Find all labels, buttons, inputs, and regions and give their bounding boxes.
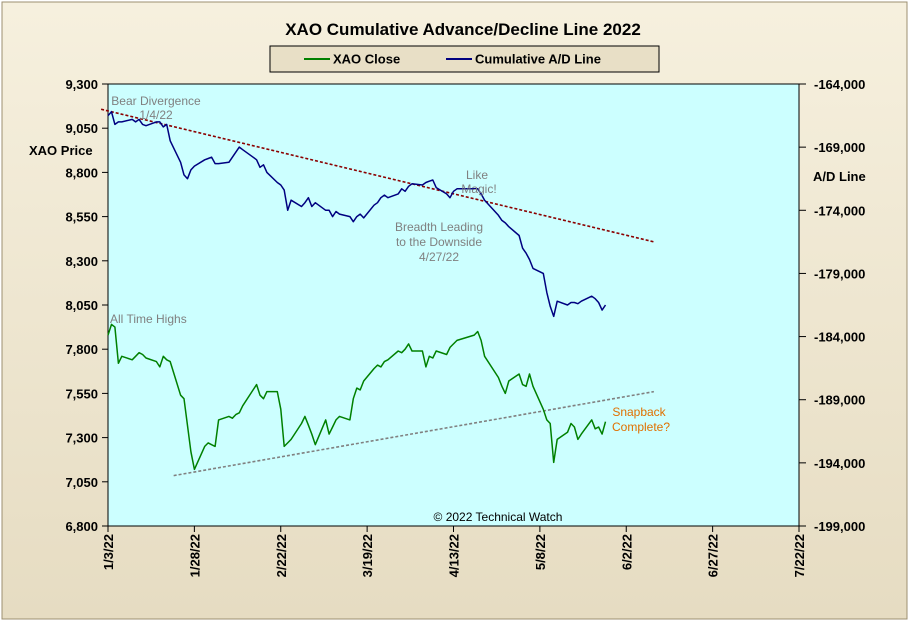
annotation-breadth-date: 4/27/22	[419, 250, 459, 264]
right-tick-label: -184,000	[814, 330, 865, 345]
annotation-breadth-leading: Breadth Leading	[395, 220, 483, 234]
right-tick-label: -199,000	[814, 519, 865, 534]
annotation-bear-divergence-date: 1/4/22	[139, 108, 173, 122]
series-lines	[107, 111, 607, 471]
annotation-magic: Magic!	[461, 182, 496, 196]
right-axis-label: A/D Line	[813, 169, 866, 184]
annotation-to-the-downside: to the Downside	[396, 235, 482, 249]
plot-area	[107, 83, 800, 527]
trendlines	[100, 108, 655, 477]
chart-title: XAO Cumulative Advance/Decline Line 2022	[285, 20, 641, 39]
x-tick-label: 1/3/22	[101, 534, 116, 570]
x-tick-label: 2/22/22	[274, 534, 289, 577]
annotation-bear-divergence: Bear Divergence	[111, 94, 201, 108]
right-tick-label: -174,000	[814, 203, 865, 218]
legend-label-ad-line: Cumulative A/D Line	[475, 52, 601, 67]
x-tick-label: 3/19/22	[360, 534, 375, 577]
left-tick-label: 8,550	[65, 210, 98, 225]
left-tick-label: 8,300	[65, 254, 98, 269]
annotation-like: Like	[466, 168, 488, 182]
copyright: © 2022 Technical Watch	[434, 510, 563, 524]
x-tick-label: 5/8/22	[533, 534, 548, 570]
x-tick-label: 6/2/22	[619, 534, 634, 570]
annotations: Bear Divergence 1/4/22 Like Magic! Bread…	[110, 94, 670, 524]
left-axis: 6,800 7,050 7,300 7,550 7,800 8,050 8,300 8,550…	[65, 77, 108, 534]
left-tick-label: 7,050	[65, 475, 98, 490]
right-tick-label: -169,000	[814, 140, 865, 155]
legend-label-xao-close: XAO Close	[333, 52, 400, 67]
left-tick-label: 9,300	[65, 77, 98, 92]
annotation-snapback: Snapback	[612, 405, 666, 419]
annotation-complete: Complete?	[612, 420, 670, 434]
left-tick-label: 7,300	[65, 431, 98, 446]
left-tick-label: 8,050	[65, 298, 98, 313]
right-axis: -199,000 -194,000 -189,000 -184,000 -179,000…	[799, 77, 865, 534]
left-tick-label: 7,800	[65, 342, 98, 357]
left-tick-label: 6,800	[65, 519, 98, 534]
x-tick-label: 6/27/22	[706, 534, 721, 577]
x-axis: 1/3/22 1/28/22 2/22/22 3/19/22 4/13/22 5/8/22…	[101, 526, 807, 577]
left-tick-label: 8,800	[65, 165, 98, 180]
right-tick-label: -194,000	[814, 456, 865, 471]
series-line-xao-close	[107, 323, 607, 471]
left-tick-label: 7,550	[65, 386, 98, 401]
trendline-xao-support	[173, 390, 655, 477]
annotation-all-time-highs: All Time Highs	[110, 312, 187, 326]
series-line-ad-line	[107, 111, 607, 318]
legend: XAO Close Cumulative A/D Line	[269, 45, 660, 73]
right-tick-label: -189,000	[814, 393, 865, 408]
right-tick-label: -164,000	[814, 77, 865, 92]
left-tick-label: 9,050	[65, 121, 98, 136]
x-tick-label: 1/28/22	[187, 534, 202, 577]
right-tick-label: -179,000	[814, 266, 865, 281]
left-axis-label: XAO Price	[29, 143, 93, 158]
x-tick-label: 7/22/22	[792, 534, 807, 577]
x-tick-label: 4/13/22	[447, 534, 462, 577]
